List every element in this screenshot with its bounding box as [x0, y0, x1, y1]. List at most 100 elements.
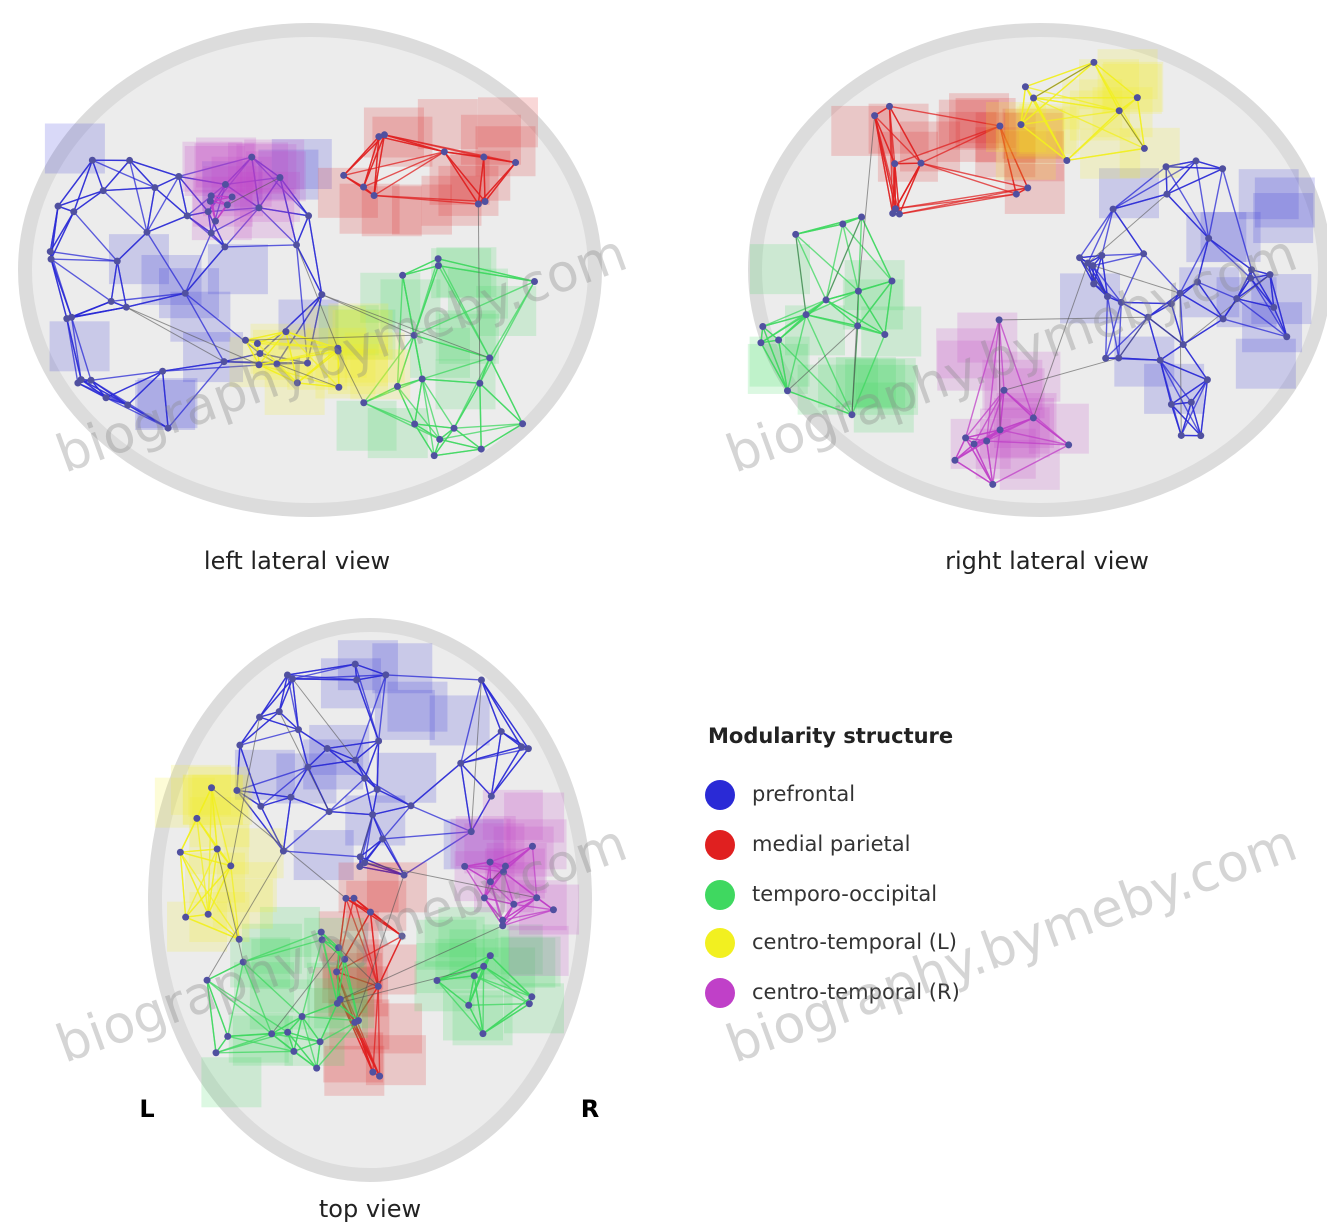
region-patch [376, 753, 436, 803]
node [478, 676, 485, 683]
node [1098, 252, 1105, 259]
node [775, 337, 782, 344]
node [451, 425, 458, 432]
node [1180, 341, 1187, 348]
node [305, 212, 312, 219]
node [374, 786, 381, 793]
node [70, 208, 77, 215]
node [889, 210, 896, 217]
node [47, 248, 54, 255]
node [486, 354, 493, 361]
node [290, 1048, 297, 1055]
node [1141, 145, 1148, 152]
node [525, 745, 532, 752]
region-patch [50, 321, 110, 371]
node [227, 862, 234, 869]
node [1063, 157, 1070, 164]
node [1102, 355, 1109, 362]
node [983, 438, 990, 445]
node [471, 972, 478, 979]
node [48, 256, 55, 263]
node [1140, 250, 1147, 257]
node [757, 339, 764, 346]
node [1116, 107, 1123, 114]
node [434, 977, 441, 984]
legend-swatch [705, 780, 735, 810]
node [88, 377, 95, 384]
node [1017, 121, 1024, 128]
node [526, 1000, 533, 1007]
node [759, 323, 766, 330]
node [324, 745, 331, 752]
node [280, 848, 287, 855]
node [1013, 191, 1020, 198]
node [100, 187, 107, 194]
node [360, 184, 367, 191]
node [182, 914, 189, 921]
node [1219, 165, 1226, 172]
node [1283, 333, 1290, 340]
node [1022, 83, 1029, 90]
region-patch [416, 943, 476, 993]
node [114, 258, 121, 265]
node [951, 457, 958, 464]
node [313, 1065, 320, 1072]
node [334, 1000, 341, 1007]
node [305, 764, 312, 771]
node [871, 112, 878, 119]
node [213, 1049, 220, 1056]
node [268, 1030, 275, 1037]
node [221, 243, 228, 250]
node [1134, 94, 1141, 101]
node [103, 394, 110, 401]
node [369, 811, 376, 818]
legend-swatch [705, 830, 735, 860]
node [401, 871, 408, 878]
node [353, 676, 360, 683]
node [255, 204, 262, 211]
node [242, 337, 249, 344]
node [159, 368, 166, 375]
node [436, 436, 443, 443]
node [68, 314, 75, 321]
node [962, 434, 969, 441]
node [465, 1002, 472, 1009]
node [1084, 259, 1091, 266]
node [499, 922, 506, 929]
node [1030, 414, 1037, 421]
node [803, 311, 810, 318]
node [224, 1033, 231, 1040]
node [282, 328, 289, 335]
node [248, 154, 255, 161]
region-patch [509, 926, 569, 976]
node [342, 895, 349, 902]
node [317, 1038, 324, 1045]
node [89, 157, 96, 164]
node [487, 952, 494, 959]
node [276, 174, 283, 181]
node [361, 775, 368, 782]
node [356, 863, 363, 870]
node [478, 446, 485, 453]
node [222, 181, 229, 188]
node [1163, 191, 1170, 198]
node [512, 159, 519, 166]
node [350, 895, 357, 902]
node [205, 208, 212, 215]
node [480, 154, 487, 161]
node [498, 728, 505, 735]
view-label: top view [319, 1195, 421, 1223]
region-patch [45, 124, 105, 174]
node [1110, 206, 1117, 213]
node [971, 440, 978, 447]
node [293, 241, 300, 248]
node [55, 203, 62, 210]
node [287, 794, 294, 801]
node [289, 675, 296, 682]
node [355, 1017, 362, 1024]
node [208, 192, 215, 199]
region-patch [364, 107, 424, 157]
legend-swatch [705, 880, 735, 910]
node [550, 906, 557, 913]
legend-title: Modularity structure [708, 724, 953, 748]
